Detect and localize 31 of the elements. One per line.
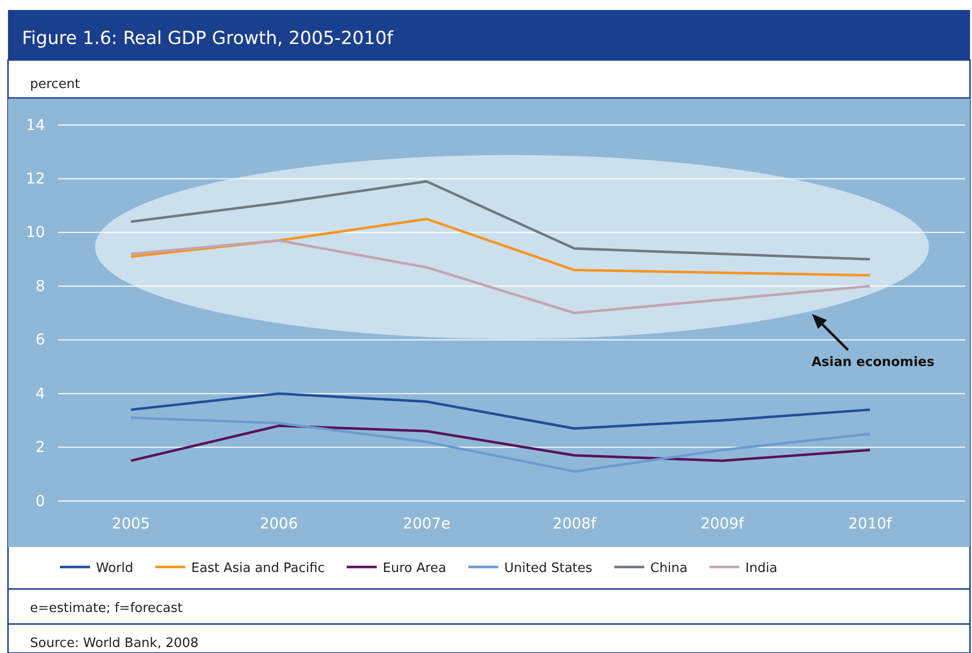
text: e=estimate; f=forecast [30, 601, 183, 616]
line-series [130, 180, 872, 261]
y-axis-title: percent [30, 77, 80, 92]
line-series [130, 218, 872, 277]
y-tick-label: 14 [26, 116, 45, 134]
y-tick-label: 12 [26, 170, 45, 188]
y-tick-label: 2 [35, 438, 45, 456]
legend-label: China [650, 561, 688, 576]
line-series [130, 239, 872, 314]
y-tick-label: 4 [35, 384, 45, 402]
line-series [130, 416, 872, 473]
x-tick-label: 2009f [700, 514, 745, 533]
y-tick-label: 10 [26, 223, 45, 242]
annotation: Asian economies [811, 355, 935, 370]
y-tick-label: 6 [35, 330, 45, 349]
x-tick-label: 2007e [402, 514, 450, 533]
y-tick-label: 8 [35, 276, 45, 295]
line-series [130, 424, 872, 462]
line-series [130, 392, 872, 430]
x-tick-label: 2005 [112, 514, 150, 533]
legend-label: World [96, 561, 134, 576]
source-note: Source: World Bank, 2008 [30, 636, 199, 651]
legend-label: India [745, 561, 778, 576]
x-tick-label: 2006 [260, 514, 298, 533]
legend-label: United States [504, 561, 593, 576]
legend-label: East Asia and Pacific [191, 561, 325, 576]
x-tick-label: 2008f [552, 514, 597, 533]
chart-title: Figure 1.6: Real GDP Growth, 2005-2010f [22, 28, 394, 49]
y-tick-label: 0 [35, 492, 45, 510]
x-tick-label: 2010f [848, 514, 892, 533]
legend-label: Euro Area [382, 561, 446, 576]
